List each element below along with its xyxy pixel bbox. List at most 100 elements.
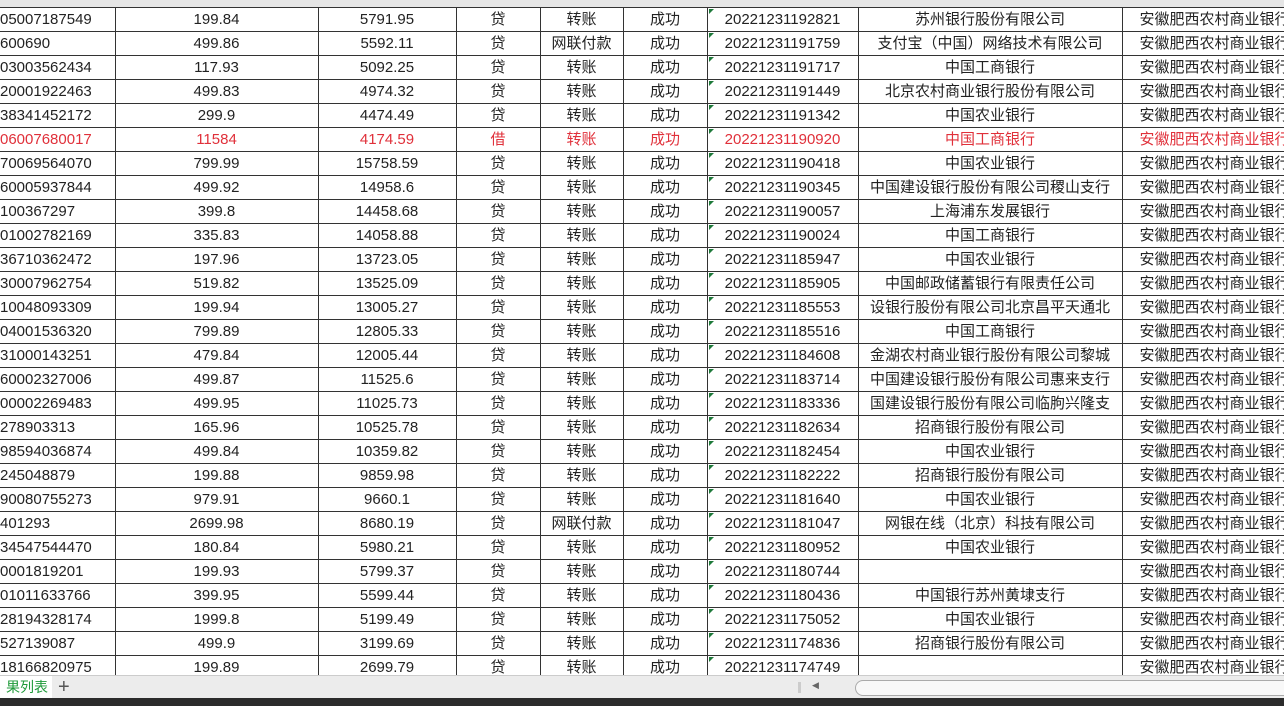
amount-cell[interactable]: 2699.98	[114, 511, 319, 536]
amount-cell[interactable]: 199.84	[114, 7, 319, 32]
account-cell[interactable]: 36710362472	[0, 247, 116, 272]
serial-cell[interactable]: 20221231183714	[706, 367, 859, 392]
balance-cell[interactable]: 11025.73	[317, 391, 457, 416]
bank-cell[interactable]: 设银行股份有限公司北京昌平天通北	[857, 295, 1123, 320]
amount-cell[interactable]: 479.84	[114, 343, 319, 368]
bank-cell[interactable]: 中国农业银行	[857, 103, 1123, 128]
account-cell[interactable]: 31000143251	[0, 343, 116, 368]
account-cell[interactable]: 600690	[0, 31, 116, 56]
amount-cell[interactable]: 499.83	[114, 79, 319, 104]
status-cell[interactable]: 成功	[622, 103, 708, 128]
direction-cell[interactable]: 贷	[455, 7, 541, 32]
status-cell[interactable]: 成功	[622, 535, 708, 560]
account-cell[interactable]: 01002782169	[0, 223, 116, 248]
status-cell[interactable]: 成功	[622, 487, 708, 512]
account-cell[interactable]: 98594036874	[0, 439, 116, 464]
direction-cell[interactable]: 贷	[455, 79, 541, 104]
amount-cell[interactable]: 1999.8	[114, 607, 319, 632]
serial-cell[interactable]: 20221231190920	[706, 127, 859, 152]
balance-cell[interactable]: 4974.32	[317, 79, 457, 104]
amount-cell[interactable]: 399.95	[114, 583, 319, 608]
account-cell[interactable]: 38341452172	[0, 103, 116, 128]
bank-cell[interactable]: 中国工商银行	[857, 319, 1123, 344]
account-cell[interactable]: 28194328174	[0, 607, 116, 632]
amount-cell[interactable]: 199.88	[114, 463, 319, 488]
serial-cell[interactable]: 20221231181047	[706, 511, 859, 536]
amount-cell[interactable]: 499.86	[114, 31, 319, 56]
type-cell[interactable]: 转账	[539, 463, 624, 488]
serial-cell[interactable]: 20221231180436	[706, 583, 859, 608]
bank-cell[interactable]: 中国农业银行	[857, 439, 1123, 464]
status-cell[interactable]: 成功	[622, 463, 708, 488]
status-cell[interactable]: 成功	[622, 607, 708, 632]
direction-cell[interactable]: 贷	[455, 655, 541, 675]
status-cell[interactable]: 成功	[622, 271, 708, 296]
balance-cell[interactable]: 3199.69	[317, 631, 457, 656]
bank-cell[interactable]: 上海浦东发展银行	[857, 199, 1123, 224]
amount-cell[interactable]: 197.96	[114, 247, 319, 272]
account-cell[interactable]: 70069564070	[0, 151, 116, 176]
type-cell[interactable]: 转账	[539, 439, 624, 464]
serial-cell[interactable]: 20221231185947	[706, 247, 859, 272]
account-cell[interactable]: 34547544470	[0, 535, 116, 560]
serial-cell[interactable]: 20221231190345	[706, 175, 859, 200]
receiving-bank-cell[interactable]: 安徽肥西农村商业银行	[1121, 631, 1284, 656]
receiving-bank-cell[interactable]: 安徽肥西农村商业银行	[1121, 127, 1284, 152]
balance-cell[interactable]: 5199.49	[317, 607, 457, 632]
status-cell[interactable]: 成功	[622, 223, 708, 248]
type-cell[interactable]: 转账	[539, 583, 624, 608]
direction-cell[interactable]: 借	[455, 127, 541, 152]
account-cell[interactable]: 18166820975	[0, 655, 116, 675]
type-cell[interactable]: 转账	[539, 55, 624, 80]
receiving-bank-cell[interactable]: 安徽肥西农村商业银行	[1121, 535, 1284, 560]
receiving-bank-cell[interactable]: 安徽肥西农村商业银行	[1121, 223, 1284, 248]
bank-cell[interactable]: 中国银行苏州黄埭支行	[857, 583, 1123, 608]
balance-cell[interactable]: 2699.79	[317, 655, 457, 675]
status-cell[interactable]: 成功	[622, 175, 708, 200]
serial-cell[interactable]: 20221231180744	[706, 559, 859, 584]
balance-cell[interactable]: 13723.05	[317, 247, 457, 272]
status-cell[interactable]: 成功	[622, 319, 708, 344]
receiving-bank-cell[interactable]: 安徽肥西农村商业银行	[1121, 511, 1284, 536]
direction-cell[interactable]: 贷	[455, 271, 541, 296]
serial-cell[interactable]: 20221231182634	[706, 415, 859, 440]
balance-cell[interactable]: 15758.59	[317, 151, 457, 176]
bank-cell[interactable]: 中国农业银行	[857, 607, 1123, 632]
amount-cell[interactable]: 799.99	[114, 151, 319, 176]
status-cell[interactable]: 成功	[622, 295, 708, 320]
bank-cell[interactable]: 北京农村商业银行股份有限公司	[857, 79, 1123, 104]
balance-cell[interactable]: 5599.44	[317, 583, 457, 608]
receiving-bank-cell[interactable]: 安徽肥西农村商业银行	[1121, 79, 1284, 104]
account-cell[interactable]: 10048093309	[0, 295, 116, 320]
bank-cell[interactable]	[857, 559, 1123, 584]
status-cell[interactable]: 成功	[622, 199, 708, 224]
direction-cell[interactable]: 贷	[455, 631, 541, 656]
type-cell[interactable]: 转账	[539, 367, 624, 392]
direction-cell[interactable]: 贷	[455, 415, 541, 440]
amount-cell[interactable]: 499.87	[114, 367, 319, 392]
receiving-bank-cell[interactable]: 安徽肥西农村商业银行	[1121, 247, 1284, 272]
status-cell[interactable]: 成功	[622, 7, 708, 32]
amount-cell[interactable]: 399.8	[114, 199, 319, 224]
account-cell[interactable]: 278903313	[0, 415, 116, 440]
account-cell[interactable]: 00002269483	[0, 391, 116, 416]
direction-cell[interactable]: 贷	[455, 103, 541, 128]
receiving-bank-cell[interactable]: 安徽肥西农村商业银行	[1121, 295, 1284, 320]
balance-cell[interactable]: 14958.6	[317, 175, 457, 200]
direction-cell[interactable]: 贷	[455, 463, 541, 488]
account-cell[interactable]: 245048879	[0, 463, 116, 488]
type-cell[interactable]: 转账	[539, 7, 624, 32]
account-cell[interactable]: 04001536320	[0, 319, 116, 344]
direction-cell[interactable]: 贷	[455, 559, 541, 584]
balance-cell[interactable]: 5799.37	[317, 559, 457, 584]
receiving-bank-cell[interactable]: 安徽肥西农村商业银行	[1121, 415, 1284, 440]
serial-cell[interactable]: 20221231191342	[706, 103, 859, 128]
type-cell[interactable]: 转账	[539, 535, 624, 560]
type-cell[interactable]: 转账	[539, 175, 624, 200]
account-cell[interactable]: 90080755273	[0, 487, 116, 512]
balance-cell[interactable]: 10359.82	[317, 439, 457, 464]
receiving-bank-cell[interactable]: 安徽肥西农村商业银行	[1121, 655, 1284, 675]
balance-cell[interactable]: 5791.95	[317, 7, 457, 32]
type-cell[interactable]: 网联付款	[539, 31, 624, 56]
type-cell[interactable]: 转账	[539, 271, 624, 296]
